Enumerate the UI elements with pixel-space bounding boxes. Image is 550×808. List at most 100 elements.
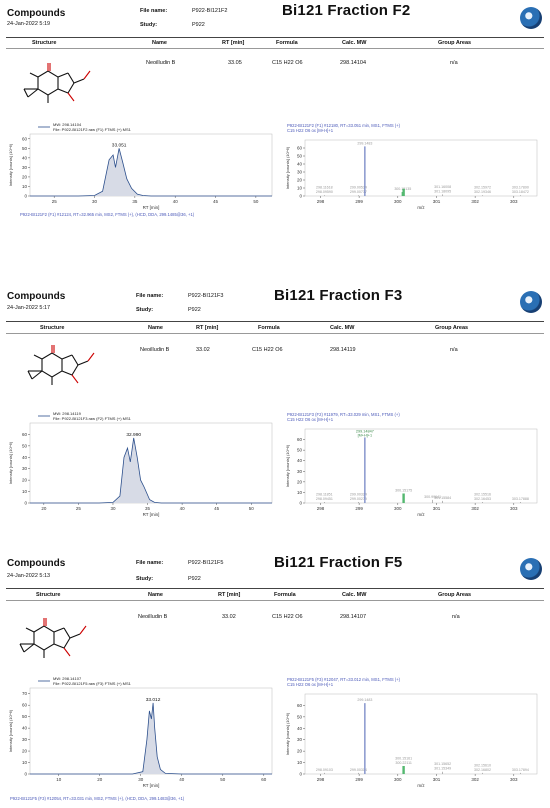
legend-file: File: P922-BI121F5.raw (F3) FTMS (+) MS1	[53, 681, 132, 686]
x-tick-label: 301	[433, 199, 441, 204]
x-tick-label: 20	[41, 506, 47, 511]
y-tick-label: 60	[22, 432, 28, 437]
series-area	[30, 437, 272, 503]
peak-mz-label: 299.00279	[350, 497, 367, 501]
y-axis-label: Intensity [counts] (10^6)	[285, 146, 290, 189]
y-tick-label: 50	[297, 154, 303, 159]
x-tick-label: 301	[433, 506, 441, 511]
divider	[6, 600, 544, 601]
peak-mz-label: 301.16008	[434, 185, 451, 189]
peak-ion-label: [M+H]+1	[358, 433, 373, 437]
peak-mz-label: 300.15161	[395, 757, 412, 761]
file-name-value: P922-BI121F3	[188, 293, 224, 299]
x-tick-label: 299	[355, 199, 363, 204]
x-tick-label: 40	[180, 506, 186, 511]
y-tick-label: 70	[22, 691, 28, 696]
y-tick-label: 60	[297, 703, 303, 708]
series-area	[30, 148, 272, 196]
divider	[6, 588, 544, 589]
spectrum-header: P922-BI121F3 (F2) #11979, RT=33.029 min,…	[287, 412, 400, 417]
x-tick-label: 300	[394, 199, 402, 204]
peak-label: 33.051	[112, 142, 127, 148]
mass-spectrum-f3: 0 10 20 30 40 50 60 298 299 300 301 302 303 m/z Intens…	[285, 412, 538, 517]
y-tick-label: 50	[22, 146, 28, 151]
x-axis-label: RT [min]	[143, 512, 160, 517]
col-rt: RT [min]	[196, 325, 219, 331]
cell-rt: 33.05	[228, 60, 242, 66]
cell-group-areas: n/a	[450, 347, 458, 353]
cell-formula: C15 H22 O6	[272, 614, 303, 620]
col-mw: Calc. MW	[330, 325, 355, 331]
peak-mz-label: 299.00737	[350, 190, 367, 194]
col-group-areas: Group Areas	[438, 592, 472, 598]
y-tick-label: 60	[297, 146, 303, 151]
x-tick-label: 299	[355, 777, 363, 782]
plot-frame	[304, 693, 538, 775]
peak-mz-label: 299.00534	[350, 186, 367, 190]
file-name-label: File name:	[140, 8, 168, 14]
peak-mz-label: 303.17890	[512, 186, 529, 190]
peak-mz-label: 301.15584	[434, 496, 451, 500]
y-tick-label: 10	[22, 489, 28, 494]
legend-mw: MW: 298.14104	[53, 122, 82, 127]
cell-name: Neoilludin B	[138, 614, 168, 620]
peak-label: 33.012	[146, 697, 161, 703]
y-tick-label: 0	[299, 772, 302, 777]
y-tick-label: 0	[24, 501, 27, 506]
y-tick-label: 30	[22, 165, 28, 170]
peak-mz-label: 299.00324	[350, 492, 367, 496]
structure-diagram	[19, 618, 87, 658]
col-formula: Formula	[276, 40, 298, 46]
col-formula: Formula	[258, 325, 280, 331]
chromatogram-f2: 0 10 20 30 40 50 60 25 30 35 40 45 50 RT [min] Intensi…	[8, 122, 273, 210]
x-tick-label: 301	[433, 777, 441, 782]
panel-date: 24-Jan-2022 5:19	[7, 21, 51, 27]
col-formula: Formula	[274, 592, 296, 598]
cell-mw: 298.14107	[340, 614, 366, 620]
scan-footer: P922-BI121F5 (F3) #12054, RT=33.031 min,…	[10, 796, 185, 801]
peak-mz-label: 298.09590	[316, 190, 333, 194]
y-tick-label: 30	[297, 170, 303, 175]
peak-mz-label: 298.09103	[316, 768, 333, 772]
x-tick-label: 302	[471, 506, 479, 511]
y-tick-label: 50	[22, 714, 28, 719]
cell-formula: C15 H22 O6	[272, 60, 303, 66]
x-tick-label: 10	[56, 777, 62, 782]
panel-date: 24-Jan-2022 5:13	[7, 573, 51, 579]
y-tick-label: 60	[22, 703, 28, 708]
peak-mz-label: 298.11851	[316, 492, 333, 496]
series-line	[30, 148, 272, 197]
x-tick-label: 298	[317, 506, 325, 511]
x-tick-label: 300	[394, 506, 402, 511]
chromatogram-f3: 0 10 20 30 40 50 60 20 25 30 35 40 45 50 RT [min] Inten…	[8, 411, 273, 517]
plot-frame	[29, 422, 273, 504]
x-tick-label: 302	[471, 199, 479, 204]
x-tick-label: 303	[510, 777, 518, 782]
peak-mz-label: 299.1483	[357, 698, 372, 702]
y-tick-label: 40	[22, 155, 28, 160]
col-structure: Structure	[32, 40, 57, 46]
x-tick-label: 35	[132, 199, 138, 204]
y-tick-label: 0	[24, 772, 27, 777]
y-tick-label: 30	[297, 469, 303, 474]
x-tick-label: 40	[179, 777, 185, 782]
y-tick-label: 50	[297, 448, 303, 453]
legend-mw: MW: 298.14119	[53, 411, 82, 416]
y-tick-label: 60	[297, 437, 303, 442]
plot-frame	[29, 133, 273, 197]
legend-file: File: P922-BI121F3.raw (F2) FTMS (+) MS1	[53, 416, 132, 421]
series-line	[30, 702, 272, 775]
logo-icon	[520, 7, 542, 29]
y-tick-label: 10	[22, 184, 28, 189]
fraction-title: Bi121 Fraction F3	[274, 287, 403, 304]
peak-mz-label: 302.15972	[474, 186, 491, 190]
x-tick-label: 303	[510, 506, 518, 511]
study-value: P922	[188, 576, 201, 582]
y-tick-label: 20	[22, 174, 28, 179]
y-tick-label: 10	[22, 760, 28, 765]
isotope-marker	[402, 493, 405, 503]
spectrum-formula: C15 H22 O6 ox [M+H]+1	[287, 417, 334, 422]
panel-date: 24-Jan-2022 5:17	[7, 305, 51, 311]
y-tick-label: 20	[297, 749, 303, 754]
peak-mz-label: 302.19346	[474, 190, 491, 194]
